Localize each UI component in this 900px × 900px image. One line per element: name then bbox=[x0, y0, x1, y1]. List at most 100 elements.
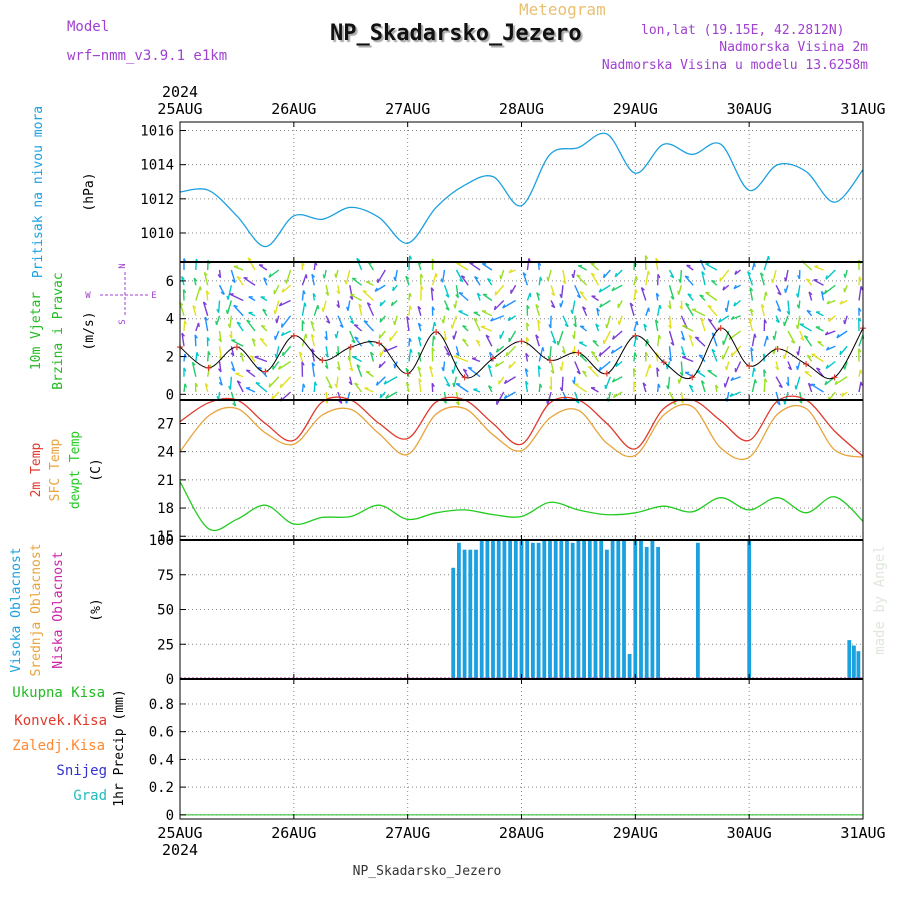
wind-vector-head bbox=[643, 323, 648, 328]
wind-vector bbox=[202, 301, 209, 316]
wind-vector bbox=[526, 258, 530, 271]
y-tick-label: 75 bbox=[157, 568, 174, 584]
wind-vector bbox=[811, 353, 824, 363]
wind-vector-head bbox=[488, 385, 493, 389]
wind-vector-head bbox=[711, 332, 716, 337]
wind-vector-head bbox=[298, 351, 303, 356]
wind-vector-head bbox=[445, 294, 450, 298]
wind-vector-head bbox=[193, 277, 198, 282]
wind-vector-head bbox=[564, 323, 569, 328]
wind-vector bbox=[281, 284, 292, 293]
wind-vector bbox=[460, 275, 469, 286]
wind-vector-head bbox=[582, 370, 587, 374]
wind-vector bbox=[656, 304, 661, 316]
wind-vector bbox=[313, 304, 319, 316]
wind-vector bbox=[773, 330, 777, 340]
wind-vector bbox=[204, 317, 209, 332]
wind-vector bbox=[680, 391, 684, 404]
cloud-high-bar bbox=[852, 645, 856, 679]
wind-vector-head bbox=[760, 303, 765, 308]
wind-vector bbox=[417, 366, 422, 377]
top-date-label: 26AUG bbox=[271, 100, 316, 118]
wind-vector-head bbox=[804, 371, 809, 373]
wind-vector bbox=[408, 305, 411, 316]
wind-vector-head bbox=[194, 382, 199, 387]
cloud-high-bar bbox=[656, 547, 660, 679]
wind-vector-head bbox=[800, 337, 805, 341]
wind-vector bbox=[285, 269, 292, 284]
wind-vector-head bbox=[776, 401, 781, 406]
meteogram-label: Meteogram bbox=[519, 0, 606, 19]
wind-vector-head bbox=[216, 308, 220, 313]
wind-vector bbox=[275, 346, 280, 358]
wind-vector-head bbox=[429, 365, 434, 370]
wind-vector bbox=[590, 351, 600, 362]
wind-vector bbox=[195, 286, 201, 301]
wind-vector-head bbox=[723, 383, 726, 388]
wind-vector-head bbox=[688, 334, 693, 339]
wind-vector-head bbox=[230, 352, 235, 357]
wind-vector-head bbox=[324, 365, 329, 369]
wind-vector-head bbox=[611, 378, 616, 383]
wind-vector-head bbox=[526, 304, 530, 310]
wind-vector-head bbox=[687, 293, 692, 297]
wind-vector-head bbox=[708, 318, 713, 322]
wind-vector bbox=[688, 334, 694, 347]
wind-vector-head bbox=[570, 309, 574, 314]
wind-vector-head bbox=[232, 402, 237, 407]
wind-vector-head bbox=[524, 368, 529, 373]
cloud-high-bar bbox=[548, 540, 552, 679]
wind-vector bbox=[574, 391, 580, 404]
wind-vector bbox=[748, 318, 754, 332]
wind-vector-head bbox=[615, 362, 619, 367]
wind-vector-head bbox=[206, 337, 211, 342]
wind-vector-head bbox=[228, 334, 233, 339]
wind-vector-head bbox=[451, 369, 454, 374]
y-tick-label: 50 bbox=[157, 603, 174, 619]
wind-vector-head bbox=[302, 383, 306, 388]
wind-vector bbox=[179, 302, 185, 316]
wind-vector bbox=[455, 269, 464, 282]
wind-vector-head bbox=[462, 325, 467, 328]
wind-vector bbox=[229, 293, 244, 302]
wind-vector-head bbox=[598, 366, 602, 371]
wind-vector bbox=[719, 269, 730, 282]
wind-vector-head bbox=[334, 334, 338, 339]
cloud-high-bar bbox=[474, 549, 478, 679]
wind-vector bbox=[325, 285, 330, 296]
wind-vector-head bbox=[324, 336, 328, 341]
wind-vector bbox=[258, 264, 268, 271]
wind-vector bbox=[322, 300, 327, 312]
wind-vector bbox=[456, 262, 469, 271]
wind-vector bbox=[467, 367, 481, 378]
wind-vector-head bbox=[347, 357, 351, 362]
wind-vector bbox=[443, 330, 447, 341]
wind-vector-head bbox=[247, 257, 252, 261]
wind-vector bbox=[430, 287, 434, 301]
wind-vector-head bbox=[334, 383, 338, 388]
wind-vector-head bbox=[273, 310, 276, 315]
wind-vector-head bbox=[783, 321, 786, 326]
wind-vector bbox=[405, 276, 410, 286]
wind-vector-head bbox=[804, 335, 809, 339]
wind-vector bbox=[183, 320, 186, 332]
wind-vector bbox=[707, 318, 718, 332]
wind-vector bbox=[729, 391, 741, 398]
wind-vector bbox=[612, 376, 623, 383]
wind-vector bbox=[581, 306, 588, 317]
wind-vector bbox=[579, 354, 588, 363]
wind-vector bbox=[325, 391, 329, 404]
cloud-high-bar bbox=[616, 540, 621, 679]
wind-vector-head bbox=[344, 280, 347, 285]
wind-vector bbox=[350, 293, 362, 302]
wind-vector-head bbox=[576, 370, 581, 375]
wind-speed-marker bbox=[746, 362, 753, 369]
wind-vector bbox=[799, 323, 812, 332]
wind-vector-head bbox=[860, 286, 864, 291]
wind-vector bbox=[825, 330, 836, 336]
wind-vector-head bbox=[240, 352, 244, 357]
wind-vector bbox=[656, 334, 660, 347]
wind-vector-head bbox=[462, 338, 467, 342]
wind-vector-head bbox=[667, 305, 672, 310]
wind-vector-head bbox=[203, 301, 207, 306]
